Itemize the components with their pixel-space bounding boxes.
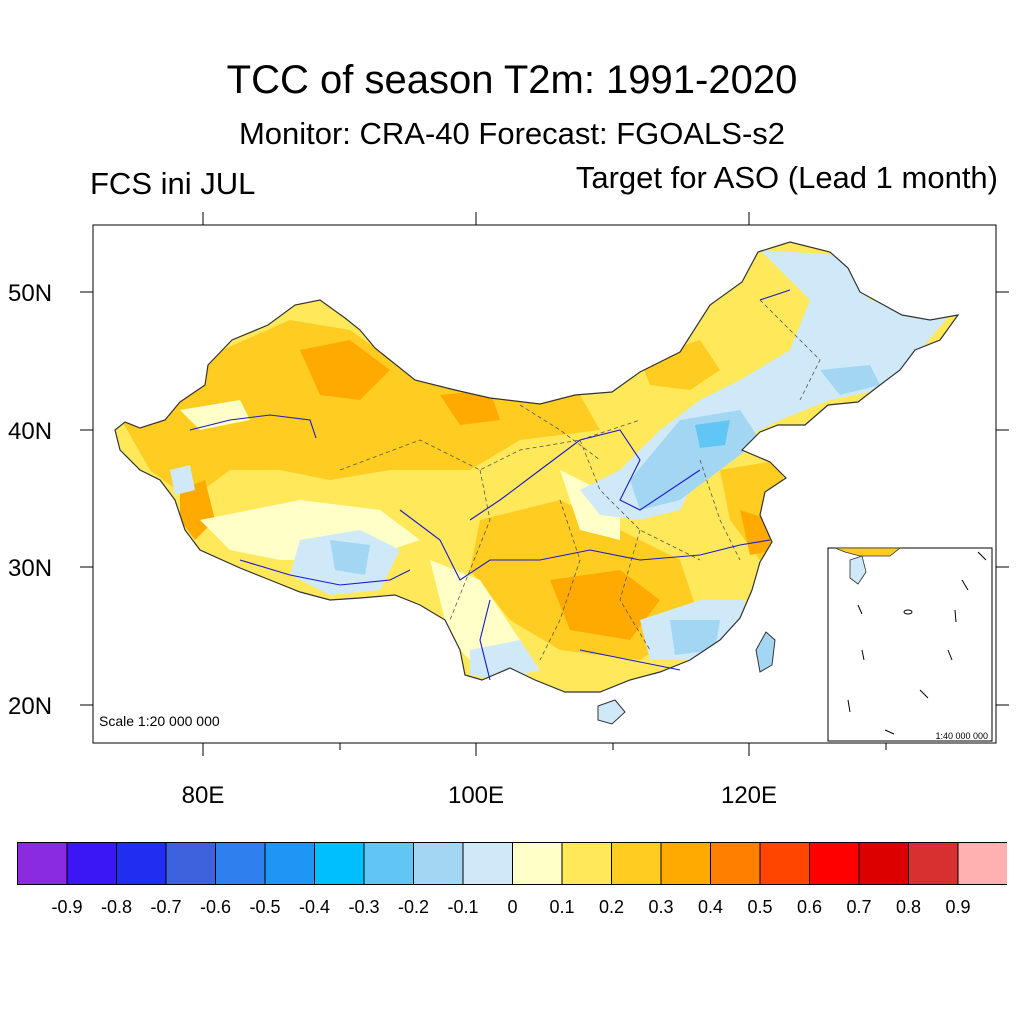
colorbar-label: 0.2 (599, 897, 624, 917)
colorbar-label: 0 (507, 897, 517, 917)
lat-label-40n: 40N (8, 418, 52, 445)
colorbar-label: -0.8 (101, 897, 132, 917)
colorbar-label: -0.7 (150, 897, 181, 917)
colorbar-label: 0.9 (945, 897, 970, 917)
colorbar-label: -0.5 (249, 897, 280, 917)
colorbar-box (314, 842, 365, 885)
colorbar: -0.9 -0.8 -0.7 -0.6 -0.5 -0.4 -0.3 -0.2 -0.1 0 0.1… (17, 842, 1007, 917)
colorbar-box (165, 842, 216, 885)
colorbar-box (116, 842, 167, 885)
scale-label: Scale 1:20 000 000 (99, 713, 220, 729)
colorbar-label: 0.3 (648, 897, 673, 917)
colorbar-box (957, 842, 1007, 885)
lat-label-20n: 20N (8, 693, 52, 720)
colorbar-label: -0.4 (299, 897, 330, 917)
colorbar-boxes (17, 842, 1007, 885)
colorbar-label: 0.5 (747, 897, 772, 917)
colorbar-label: 0.4 (698, 897, 723, 917)
colorbar-box (66, 842, 117, 885)
hainan-island (597, 699, 626, 725)
colorbar-box (809, 842, 860, 885)
colorbar-box (264, 842, 315, 885)
colorbar-label: -0.2 (398, 897, 429, 917)
colorbar-box (660, 842, 711, 885)
left-label: FCS ini JUL (90, 166, 256, 201)
lon-label-120e: 120E (721, 782, 777, 809)
colorbar-box (413, 842, 464, 885)
colorbar-box (858, 842, 909, 885)
map-figure: 1:40 000 000 50N 40N 30N 20N 80E 100E 12… (8, 212, 1009, 809)
colorbar-label: -0.1 (447, 897, 478, 917)
colorbar-label: -0.3 (348, 897, 379, 917)
inset-scale-label: 1:40 000 000 (935, 731, 988, 741)
lon-label-100e: 100E (448, 782, 504, 809)
colorbar-label: 0.8 (896, 897, 921, 917)
colorbar-box (512, 842, 563, 885)
inset-south-china-sea (834, 547, 987, 735)
colorbar-box (363, 842, 414, 885)
longitude-labels: 80E 100E 120E (182, 782, 777, 809)
colorbar-box (561, 842, 612, 885)
map-subtitle: Monitor: CRA-40 Forecast: FGOALS-s2 (238, 116, 786, 151)
colorbar-box (215, 842, 266, 885)
colorbar-label: 0.1 (549, 897, 574, 917)
colorbar-box (462, 842, 513, 885)
colorbar-label: -0.9 (51, 897, 82, 917)
colorbar-box (759, 842, 810, 885)
colorbar-box (17, 842, 68, 885)
latitude-labels: 50N 40N 30N 20N (8, 280, 52, 720)
colorbar-labels: -0.9 -0.8 -0.7 -0.6 -0.5 -0.4 -0.3 -0.2 -0.1 0 0.1… (51, 897, 970, 917)
china-border (114, 241, 960, 693)
lat-label-50n: 50N (8, 280, 52, 307)
frame-ticks (80, 212, 1009, 756)
colorbar-label: 0.7 (846, 897, 871, 917)
rivers (189, 289, 791, 681)
taiwan-island (755, 631, 776, 673)
colorbar-label: 0.6 (797, 897, 822, 917)
colorbar-box (908, 842, 959, 885)
right-label: Target for ASO (Lead 1 month) (575, 160, 998, 195)
map-title: TCC of season T2m: 1991-2020 (226, 58, 798, 102)
lat-label-30n: 30N (8, 555, 52, 582)
lon-label-80e: 80E (182, 782, 225, 809)
colorbar-box (710, 842, 761, 885)
colorbar-box (611, 842, 662, 885)
colorbar-label: -0.6 (200, 897, 231, 917)
